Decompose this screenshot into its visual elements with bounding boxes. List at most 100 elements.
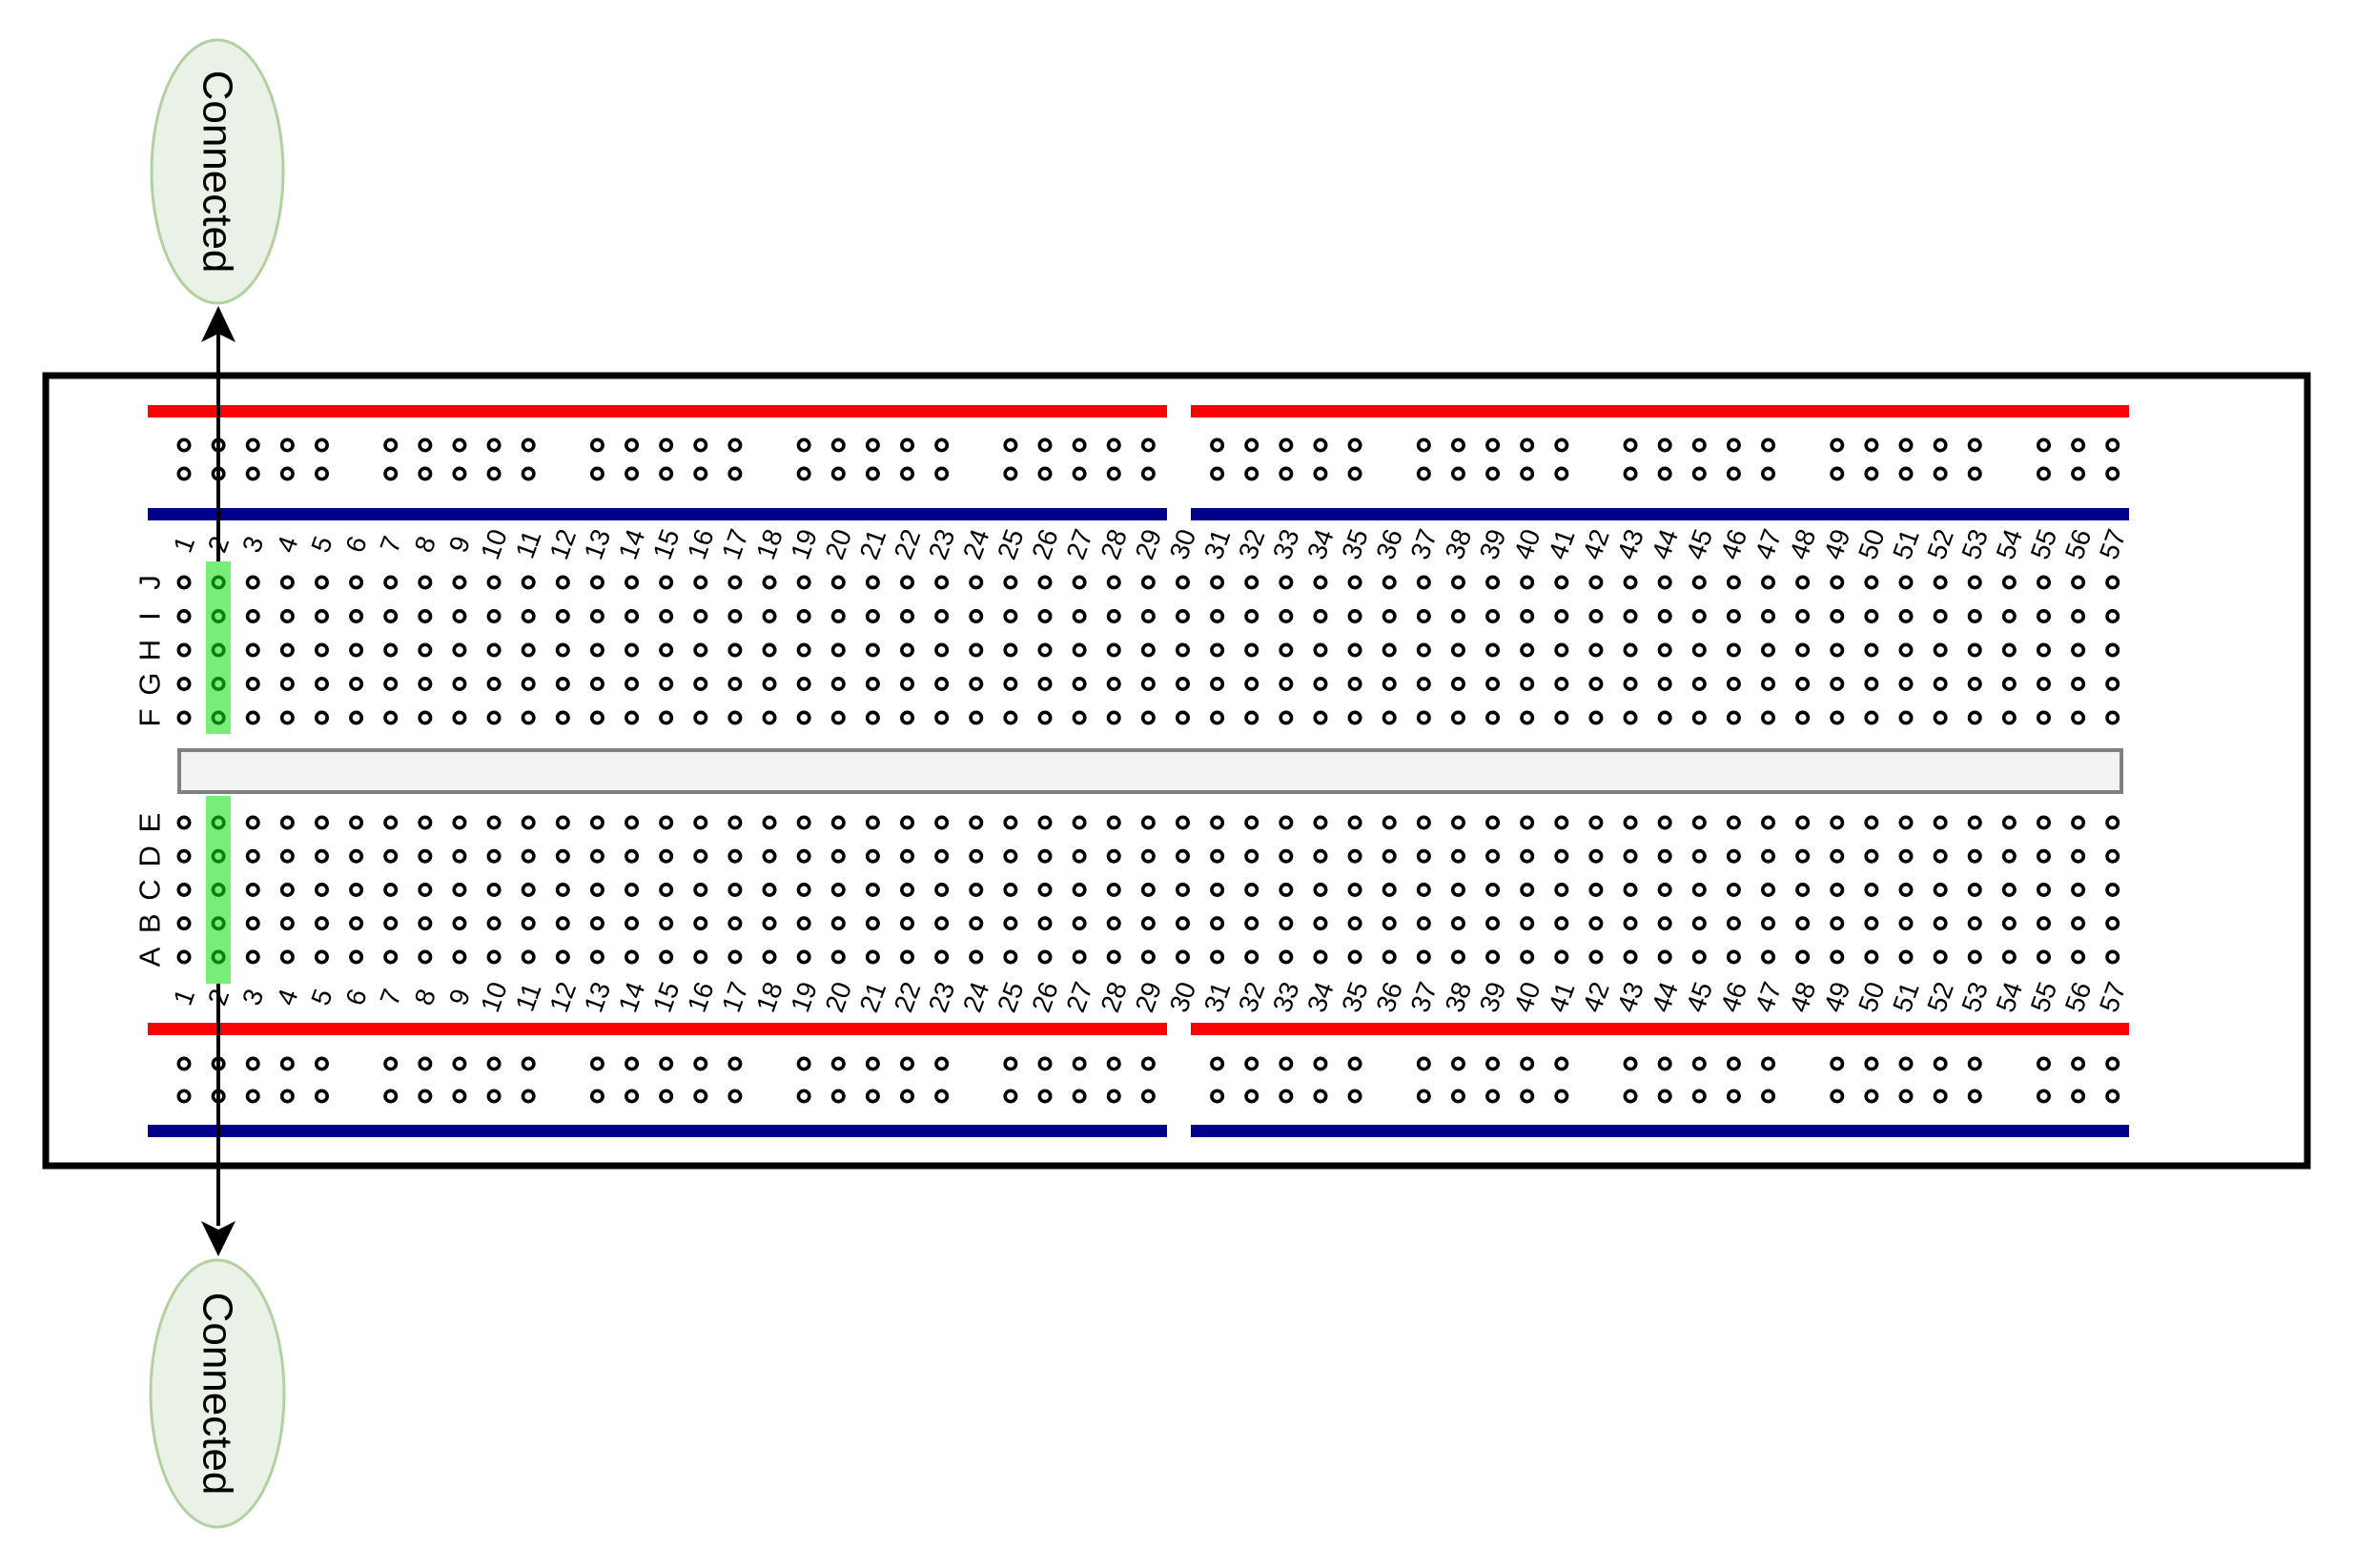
- main-hole: [349, 848, 364, 864]
- rail-hole: [1416, 438, 1431, 453]
- main-hole: [1657, 815, 1672, 830]
- rail-hole: [1623, 438, 1638, 453]
- main-hole: [1830, 710, 1845, 725]
- main-hole: [1347, 815, 1362, 830]
- main-hole: [625, 575, 640, 590]
- main-hole: [1003, 642, 1018, 658]
- rail-hole: [830, 1056, 846, 1071]
- main-hole: [1003, 916, 1018, 931]
- rail-hole: [1554, 466, 1569, 481]
- main-hole: [934, 882, 950, 897]
- rail-hole: [1864, 1089, 1879, 1104]
- rail-hole: [1864, 466, 1879, 481]
- rail-hole: [1761, 466, 1776, 481]
- rail-hole: [2071, 1089, 2086, 1104]
- main-hole: [1554, 710, 1569, 725]
- main-hole: [969, 815, 984, 830]
- main-hole: [1795, 608, 1811, 623]
- main-hole: [1244, 642, 1259, 658]
- connected-node-top: [150, 38, 285, 305]
- main-hole: [1244, 815, 1259, 830]
- main-hole: [589, 676, 604, 691]
- main-hole: [659, 608, 674, 623]
- main-hole: [555, 710, 570, 725]
- main-hole: [1313, 882, 1328, 897]
- rail-hole: [1520, 1056, 1535, 1071]
- main-hole: [383, 815, 399, 830]
- main-hole: [1037, 608, 1053, 623]
- main-hole: [900, 710, 915, 725]
- rail-hole: [1967, 438, 1982, 453]
- main-hole: [589, 882, 604, 897]
- rail-hole: [1520, 1089, 1535, 1104]
- main-hole: [1691, 710, 1707, 725]
- main-hole: [314, 815, 329, 830]
- main-hole: [1933, 916, 1948, 931]
- rail-hole: [1967, 466, 1982, 481]
- arrowhead-down-icon: [201, 1221, 236, 1256]
- main-hole: [1140, 848, 1156, 864]
- rail-hole: [796, 1089, 811, 1104]
- main-hole: [1175, 642, 1190, 658]
- rail-hole: [1623, 1056, 1638, 1071]
- main-hole: [452, 608, 467, 623]
- rail-hole: [1140, 438, 1156, 453]
- main-hole-highlighted: [211, 575, 226, 590]
- rail-hole: [1726, 1056, 1741, 1071]
- rail-hole: [1037, 438, 1053, 453]
- main-hole: [314, 710, 329, 725]
- rail-hole: [589, 466, 604, 481]
- main-hole: [176, 815, 192, 830]
- main-hole: [1795, 815, 1811, 830]
- main-hole: [1657, 710, 1672, 725]
- rail-hole: [1140, 466, 1156, 481]
- main-hole: [2001, 848, 2017, 864]
- main-hole: [1623, 916, 1638, 931]
- rail-hole: [1072, 1089, 1087, 1104]
- main-hole: [1623, 848, 1638, 864]
- main-hole: [1313, 575, 1328, 590]
- main-hole: [2105, 848, 2120, 864]
- rail-hole: [452, 1056, 467, 1071]
- main-hole: [245, 710, 260, 725]
- rail-hole: [1003, 466, 1018, 481]
- rail-hole: [1347, 466, 1362, 481]
- main-hole: [762, 949, 777, 965]
- power-rail-bars: [148, 405, 2129, 1137]
- main-hole: [1864, 916, 1879, 931]
- rail-hole: [1037, 466, 1053, 481]
- main-hole: [830, 710, 846, 725]
- main-hole: [1485, 848, 1501, 864]
- main-hole: [1623, 815, 1638, 830]
- rail-hole: [1830, 466, 1845, 481]
- main-hole: [693, 848, 708, 864]
- main-hole: [1864, 642, 1879, 658]
- main-hole: [279, 815, 295, 830]
- main-hole: [1072, 916, 1087, 931]
- main-hole: [1210, 815, 1225, 830]
- main-hole: [418, 575, 433, 590]
- main-hole: [418, 848, 433, 864]
- main-hole: [245, 916, 260, 931]
- main-hole: [1140, 608, 1156, 623]
- main-hole: [314, 575, 329, 590]
- main-hole: [2071, 848, 2086, 864]
- main-hole-highlighted: [211, 848, 226, 864]
- main-hole: [1967, 815, 1982, 830]
- rail-hole: [1898, 466, 1914, 481]
- rail-hole: [1485, 1089, 1501, 1104]
- rail-hole: [1726, 1089, 1741, 1104]
- main-hole: [969, 676, 984, 691]
- main-hole: [830, 575, 846, 590]
- main-hole: [486, 848, 502, 864]
- main-hole: [245, 848, 260, 864]
- main-hole: [1450, 815, 1465, 830]
- main-hole: [727, 676, 743, 691]
- main-hole: [1864, 676, 1879, 691]
- main-hole: [1382, 676, 1397, 691]
- main-hole: [521, 949, 536, 965]
- main-hole: [1657, 575, 1672, 590]
- main-hole: [1761, 882, 1776, 897]
- main-hole: [1726, 642, 1741, 658]
